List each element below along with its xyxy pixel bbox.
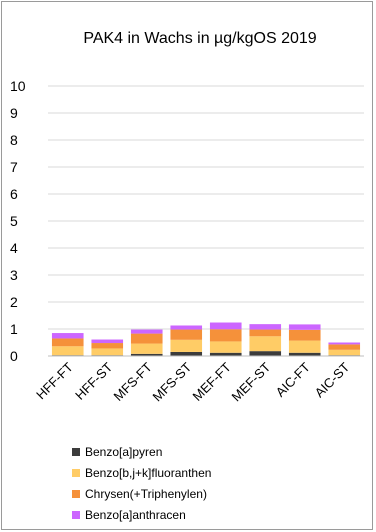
y-tick-label: 7 [10,159,18,175]
x-tick-label: MFS-ST [150,359,195,404]
y-tick-label: 9 [10,105,18,121]
bars [51,322,361,356]
bar-segment-MEF-FT-2 [209,341,242,353]
legend-label: Benzo[a]pyren [85,445,162,459]
legend-swatch [72,469,80,477]
y-tick-label: 2 [10,294,18,310]
x-tick-label: AIC-FT [273,359,313,399]
x-tick-label: HFF-ST [72,359,115,402]
bar-segment-MFS-FT-1 [130,353,163,356]
bar-segment-MEF-ST-4 [249,324,282,330]
legend: Benzo[a]pyren Benzo[b,j+k]fluoranthen Chry… [72,445,211,522]
x-tick-label: MEF-FT [190,359,234,403]
bar-segment-AIC-FT-2 [288,340,321,353]
legend-label: Benzo[a]anthracen [85,508,186,522]
legend-swatch [72,490,80,498]
bar-segment-AIC-FT-4 [288,324,321,330]
x-tick-label: MFS-FT [111,359,155,403]
x-tick-label: HFF-FT [33,359,76,402]
bar-segment-AIC-ST-2 [328,349,361,356]
y-tick-label: 1 [10,321,18,337]
bar-segment-HFF-FT-2 [51,346,84,356]
y-tick-label: 3 [10,267,18,283]
x-tick-label: MEF-ST [229,359,274,404]
bar-segment-MFS-ST-4 [170,325,203,330]
bar-segment-MEF-FT-3 [209,329,242,342]
bar-segment-MFS-FT-3 [130,333,163,344]
y-tick-label: 6 [10,186,18,202]
legend-label: Chrysen(+Triphenylen) [85,487,207,501]
bar-segment-AIC-ST-3 [328,344,361,350]
bar-segment-AIC-FT-1 [288,352,321,356]
bar-segment-HFF-FT-4 [51,333,84,339]
bar-segment-MEF-ST-2 [249,336,282,352]
bar-segment-MEF-FT-4 [209,322,242,330]
bar-segment-MEF-ST-1 [249,351,282,356]
x-tick-label: AIC-ST [312,359,353,400]
bar-segment-MFS-ST-2 [170,339,203,352]
y-tick-label: 4 [10,240,18,256]
y-tick-label: 10 [10,78,26,94]
chart-title: PAK4 in Wachs in µg/kgOS 2019 [83,30,316,47]
bar-segment-AIC-FT-3 [288,329,321,341]
legend-label: Benzo[b,j+k]fluoranthen [85,466,211,480]
gridlines [48,85,364,330]
bar-segment-MEF-ST-3 [249,329,282,337]
bar-segment-MFS-ST-3 [170,329,203,340]
bar-segment-MFS-FT-4 [130,329,163,334]
bar-segment-MEF-FT-1 [209,352,242,356]
bar-segment-MFS-FT-2 [130,343,163,354]
legend-swatch [72,448,80,456]
bar-segment-AIC-ST-4 [328,342,361,345]
bar-segment-MFS-ST-1 [170,351,203,356]
y-tick-label: 8 [10,132,18,148]
bar-segment-HFF-ST-3 [91,343,124,349]
bar-segment-HFF-FT-3 [51,338,84,347]
y-tick-label: 5 [10,213,18,229]
y-axis-ticks: 0 1 2 3 4 5 6 7 8 9 10 [10,78,26,364]
legend-swatch [72,511,80,519]
bar-segment-HFF-ST-2 [91,348,124,356]
bar-segment-HFF-ST-4 [91,339,124,344]
y-tick-label: 0 [10,348,18,364]
